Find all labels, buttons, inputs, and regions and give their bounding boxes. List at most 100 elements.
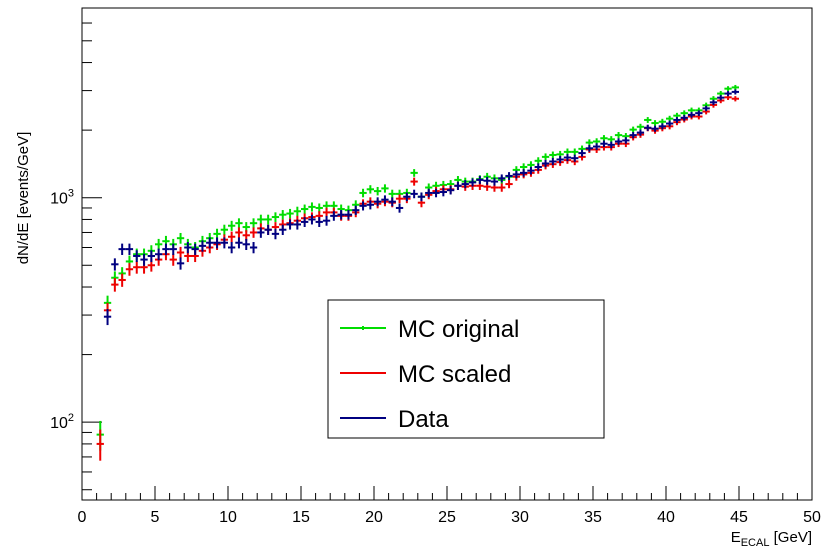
data-point	[622, 137, 630, 144]
data-point	[410, 169, 418, 177]
data-point	[133, 261, 141, 274]
legend-entry: MC original	[340, 316, 519, 343]
data-point	[155, 248, 163, 261]
x-tick-label: 15	[292, 509, 310, 526]
data-point	[206, 237, 214, 249]
data-point	[235, 227, 243, 238]
legend-box	[327, 299, 605, 439]
y-tick-label: 102	[50, 412, 74, 432]
data-point	[301, 204, 309, 214]
data-point	[731, 84, 739, 90]
data-point	[541, 159, 550, 168]
data-point	[417, 192, 426, 202]
data-point	[242, 238, 250, 250]
data-point	[490, 177, 499, 186]
data-point	[636, 129, 645, 136]
data-point	[344, 210, 353, 220]
data-point	[651, 125, 659, 132]
data-point	[374, 197, 382, 207]
data-point	[257, 214, 265, 225]
data-point	[125, 263, 134, 276]
data-point	[636, 123, 645, 130]
data-point	[556, 155, 564, 164]
data-point	[381, 184, 389, 193]
data-point	[96, 429, 104, 461]
data-point	[322, 207, 331, 218]
data-point	[403, 192, 411, 202]
data-point	[534, 163, 542, 171]
data-point	[198, 240, 207, 252]
data-point	[651, 120, 659, 127]
data-point	[228, 231, 236, 243]
data-point	[249, 227, 258, 238]
data-point	[717, 95, 725, 101]
data-point	[512, 170, 520, 179]
legend-label: MC original	[398, 316, 519, 343]
x-axis: 0 5 10 15 20 25 30 35 40 45 50	[78, 486, 821, 526]
data-point	[388, 197, 396, 207]
data-point	[549, 151, 557, 159]
data-point	[724, 86, 732, 92]
y-tick-label-base: 10	[50, 415, 68, 432]
series-layer	[96, 84, 739, 461]
data-point	[483, 176, 491, 185]
data-point	[271, 212, 280, 222]
data-point	[337, 210, 345, 220]
data-point	[593, 143, 601, 150]
data-point	[439, 187, 447, 197]
data-point	[220, 224, 228, 235]
data-point	[425, 188, 433, 198]
x-axis-label-unit: [GeV]	[769, 529, 812, 546]
data-point	[359, 188, 367, 198]
data-point	[228, 220, 236, 231]
data-point	[505, 180, 513, 189]
data-point	[228, 242, 236, 254]
data-point	[279, 210, 287, 220]
data-point	[366, 200, 374, 210]
data-point	[687, 112, 696, 118]
data-point	[235, 218, 243, 229]
data-point	[264, 224, 272, 235]
x-tick-label: 45	[730, 509, 748, 526]
data-point	[571, 154, 579, 162]
data-point	[644, 124, 652, 131]
data-point	[264, 214, 272, 225]
data-point	[322, 215, 331, 226]
x-tick-label: 20	[365, 509, 383, 526]
data-point	[563, 154, 572, 162]
data-point	[498, 183, 506, 192]
data-point	[381, 195, 389, 205]
data-point	[644, 117, 652, 123]
x-tick-label: 0	[78, 509, 87, 526]
data-point	[702, 105, 710, 112]
data-point	[571, 148, 579, 156]
data-point	[279, 224, 287, 235]
data-point	[286, 219, 294, 230]
data-point	[133, 250, 141, 263]
data-point	[176, 257, 185, 270]
x-tick-label: 35	[584, 509, 602, 526]
data-point	[607, 136, 615, 143]
data-point	[498, 174, 506, 183]
data-point	[140, 253, 148, 266]
data-point	[293, 219, 301, 230]
x-tick-label: 40	[657, 509, 675, 526]
data-point	[176, 246, 185, 259]
data-point	[585, 144, 593, 152]
data-point	[549, 157, 557, 166]
data-point	[505, 172, 513, 180]
data-point	[468, 178, 477, 187]
data-point	[111, 258, 119, 271]
data-point	[541, 153, 550, 161]
y-tick-label-exponent: 2	[68, 412, 74, 424]
data-point	[731, 89, 739, 95]
data-point	[724, 91, 732, 97]
data-point	[600, 140, 608, 148]
data-point	[308, 202, 316, 212]
data-point	[600, 135, 608, 142]
data-point	[695, 110, 703, 117]
data-point	[308, 214, 316, 225]
data-point	[220, 237, 228, 249]
data-point	[680, 114, 688, 121]
